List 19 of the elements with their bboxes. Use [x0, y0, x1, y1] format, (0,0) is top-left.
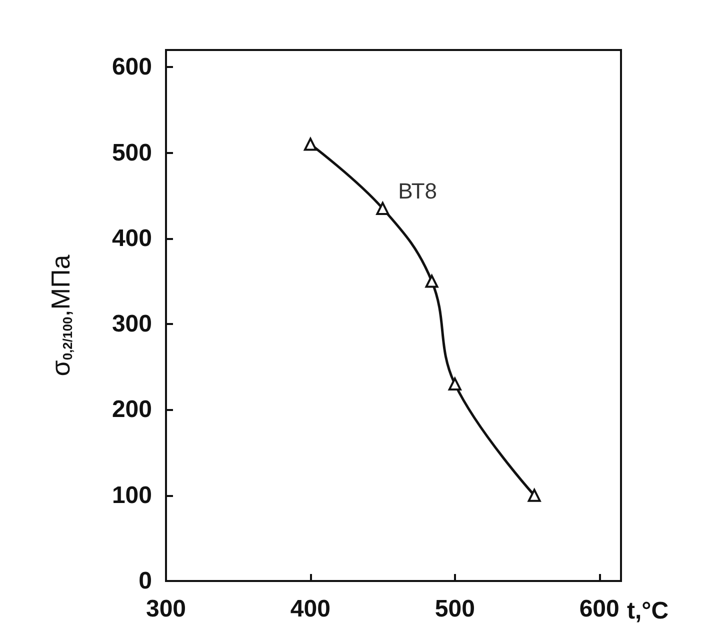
y-tick-label: 200	[112, 396, 152, 424]
x-tick-label: 300	[146, 596, 186, 622]
point	[528, 488, 541, 502]
x-tick-label: 600	[579, 596, 620, 622]
point	[376, 202, 390, 215]
y-tick-label: 500	[112, 139, 152, 166]
series-label: ВТ8	[398, 178, 438, 204]
x-axis-title: t,°C	[627, 598, 669, 624]
x-tick-label: 400	[290, 596, 330, 622]
x-tick-label: 500	[434, 596, 475, 622]
y-tick-label: 600	[112, 54, 152, 81]
point	[425, 274, 438, 288]
y-tick-label: 0	[138, 568, 152, 594]
y-tick-label: 300	[112, 310, 152, 338]
point	[448, 378, 462, 391]
y-tick-label: 100	[112, 482, 152, 509]
point	[304, 138, 317, 151]
y-axis-title: σ0,2/100,МПа	[46, 254, 76, 376]
y-tick-label: 400	[112, 224, 152, 252]
